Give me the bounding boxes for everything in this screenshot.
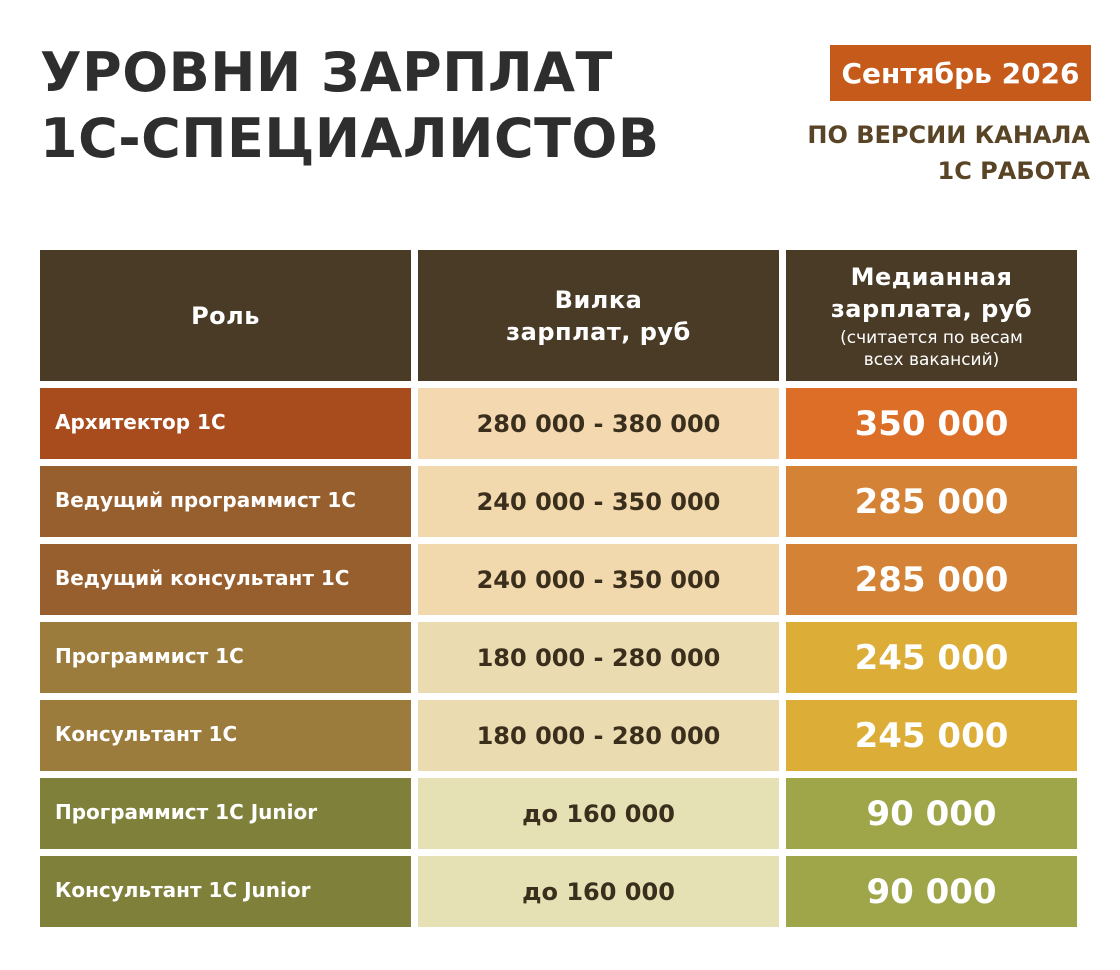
median-salary-cell: 90 000 — [786, 856, 1077, 927]
title-line-2: 1С-СПЕЦИАЛИСТОВ — [40, 107, 660, 170]
salary-range-cell: 180 000 - 280 000 — [418, 700, 779, 771]
role-cell: Архитектор 1С — [40, 388, 411, 459]
salary-range-cell: до 160 000 — [418, 856, 779, 927]
column-header-median-line-1: Медианная — [850, 262, 1013, 291]
column-header-range-line-2: зарплат, руб — [506, 317, 691, 346]
salary-range-cell: 240 000 - 350 000 — [418, 544, 779, 615]
source-caption: ПО ВЕРСИИ КАНАЛА 1С РАБОТА — [807, 117, 1090, 189]
salary-range-cell: до 160 000 — [418, 778, 779, 849]
column-header-median-note-2: всех вакансий) — [863, 349, 1000, 370]
source-line-1: ПО ВЕРСИИ КАНАЛА — [807, 121, 1090, 149]
column-header-role: Роль — [40, 250, 411, 381]
column-header-range: Вилка зарплат, руб — [418, 250, 779, 381]
median-salary-cell: 285 000 — [786, 466, 1077, 537]
column-header-median-note-1: (считается по весам — [840, 327, 1023, 348]
title-line-1: УРОВНИ ЗАРПЛАТ — [40, 41, 613, 104]
salary-range-cell: 280 000 - 380 000 — [418, 388, 779, 459]
median-salary-cell: 245 000 — [786, 622, 1077, 693]
role-cell: Программист 1С — [40, 622, 411, 693]
column-header-median: Медианная зарплата, руб (считается по ве… — [786, 250, 1077, 381]
median-salary-cell: 245 000 — [786, 700, 1077, 771]
median-salary-cell: 90 000 — [786, 778, 1077, 849]
source-line-2: 1С РАБОТА — [937, 157, 1090, 185]
page-title: УРОВНИ ЗАРПЛАТ 1С-СПЕЦИАЛИСТОВ — [40, 40, 659, 172]
median-salary-cell: 350 000 — [786, 388, 1077, 459]
salary-range-cell: 180 000 - 280 000 — [418, 622, 779, 693]
column-header-range-line-1: Вилка — [554, 285, 643, 314]
column-header-median-line-2: зарплата, руб — [830, 294, 1033, 323]
role-cell: Ведущий программист 1С — [40, 466, 411, 537]
role-cell: Консультант 1С Junior — [40, 856, 411, 927]
role-cell: Консультант 1С — [40, 700, 411, 771]
median-salary-cell: 285 000 — [786, 544, 1077, 615]
column-header-role-label: Роль — [191, 301, 260, 330]
salary-range-cell: 240 000 - 350 000 — [418, 466, 779, 537]
role-cell: Программист 1С Junior — [40, 778, 411, 849]
role-cell: Ведущий консультант 1С — [40, 544, 411, 615]
date-badge: Сентябрь 2026 — [830, 45, 1091, 101]
